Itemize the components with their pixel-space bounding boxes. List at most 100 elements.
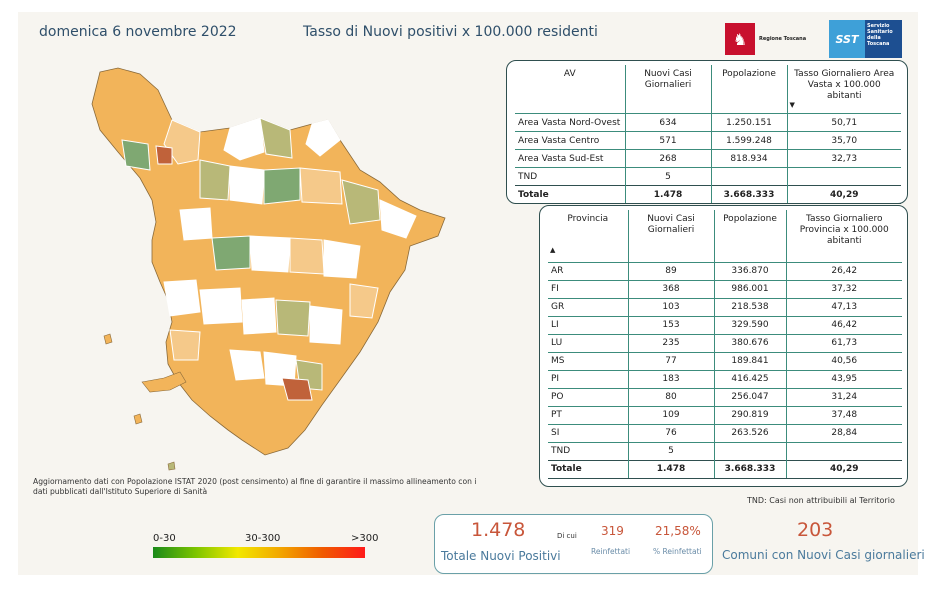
total-pop: 3.668.333 [713,459,786,479]
prov-pop: 380.676 [713,333,786,352]
sort-asc-icon[interactable]: ▲ [550,246,556,254]
total-rate: 40,29 [786,185,901,204]
av-header: AV [563,69,576,79]
prov-name: PI [548,369,628,388]
prov-pop: 329.590 [713,315,786,334]
prov-name: PT [548,405,628,424]
prov-rate: 47,13 [785,297,902,316]
av-name: Area Vasta Centro [515,131,625,150]
table-row: Area Vasta Sud-Est 268 818.934 32,73 [515,149,901,168]
legend-labels: 0-30 30-300 >300 [153,533,381,547]
prov-cases: 5 [627,441,714,460]
prov-cases: 153 [627,315,714,334]
prov-pop: 256.047 [713,387,786,406]
tuscany-choropleth-map [91,67,446,471]
prov-rate: 46,42 [785,315,902,334]
prov-name: TND [548,441,628,460]
prov-pop: 336.870 [713,261,786,280]
total-positives-label: Totale Nuovi Positivi [441,549,561,563]
elba-island [141,371,187,393]
capraia-island [103,333,113,345]
total-positives-value: 1.478 [471,519,526,541]
prov-pop [713,441,786,460]
prov-name: FI [548,279,628,298]
av-rate: 32,73 [786,149,901,168]
prov-name: SI [548,423,628,442]
av-pop: 818.934 [710,149,787,168]
table-row: TND 5 [548,441,902,460]
giglio-island [133,413,143,425]
av-cases: 571 [624,131,711,150]
table-row: PI 183 416.425 43,95 [548,369,902,388]
prov-name: AR [548,261,628,280]
av-pop: 1.250.151 [710,113,787,132]
table-row: Area Vasta Centro 571 1.599.248 35,70 [515,131,901,150]
regione-logo-text: Regione Toscana [759,36,807,42]
province-table: Provincia ▲ Nuovi Casi Giornalieri Popola… [548,210,902,479]
prov-rate: 31,24 [785,387,902,406]
tnd-note: TND: Casi non attribuibili al Territorio [747,496,895,505]
prov-cases-header: Nuovi Casi Giornalieri [627,210,714,262]
prov-pop: 263.526 [713,423,786,442]
prov-header[interactable]: Provincia ▲ [548,210,628,262]
prov-cases: 80 [627,387,714,406]
prov-cases: 89 [627,261,714,280]
sort-desc-icon[interactable]: ▼ [789,101,795,109]
prov-name: GR [548,297,628,316]
prov-rate: 43,95 [785,369,902,388]
prov-rate: 61,73 [785,333,902,352]
av-cases: 5 [624,167,711,186]
prov-cases: 77 [627,351,714,370]
legend-high: >300 [351,533,379,544]
total-rate: 40,29 [785,459,902,479]
prov-header-label: Provincia [567,214,609,224]
reinfected-pct-label: % Reinfettati [653,547,702,556]
prov-pop-header: Popolazione [713,210,786,262]
regione-toscana-logo: ♞ Regione Toscana [725,22,813,56]
prov-cases: 103 [627,297,714,316]
total-cases: 1.478 [627,459,714,479]
reinfected-pct-value: 21,58% [655,524,701,538]
prov-name: LI [548,315,628,334]
area-vasta-table: AV Nuovi Casi Giornalieri Popolazione Ta… [515,65,901,204]
sst-logo-text: Servizio Sanitario della Toscana [865,20,902,58]
table-row: PO 80 256.047 31,24 [548,387,902,406]
total-label: Totale [548,459,628,479]
prov-rate: 26,42 [785,261,902,280]
av-pop: 1.599.248 [710,131,787,150]
legend-mid: 30-300 [245,533,281,544]
prov-rate: 28,84 [785,423,902,442]
prov-pop: 290.819 [713,405,786,424]
prov-pop: 189.841 [713,351,786,370]
sst-mark: SST [829,20,865,58]
av-pop-header: Popolazione [710,65,787,114]
report-date: domenica 6 novembre 2022 [39,24,237,40]
reinfected-label: Reinfettati [591,547,631,556]
prov-rate: 37,48 [785,405,902,424]
pegasus-icon: ♞ [725,23,755,55]
table-row: GR 103 218.538 47,13 [548,297,902,316]
prov-pop: 218.538 [713,297,786,316]
report-title: Tasso di Nuovi positivi x 100.000 reside… [303,24,598,40]
av-cases: 634 [624,113,711,132]
color-legend: 0-30 30-300 >300 [153,533,381,558]
prov-pop: 986.001 [713,279,786,298]
legend-low: 0-30 [153,533,176,544]
municipality-patches [121,117,417,401]
table-row: LI 153 329.590 46,42 [548,315,902,334]
table-row: AR 89 336.870 26,42 [548,261,902,280]
province-rows: AR 89 336.870 26,42 FI 368 986.001 37,32 GR 103 21… [548,261,902,460]
prov-pop: 416.425 [713,369,786,388]
table-row: TND 5 [515,167,901,186]
total-cases: 1.478 [624,185,711,204]
prov-name: PO [548,387,628,406]
province-table-box: Provincia ▲ Nuovi Casi Giornalieri Popola… [539,205,908,487]
av-rate-header-label: Tasso Giornaliero Area Vasta x 100.000 a… [794,69,895,101]
total-row: Totale 1.478 3.668.333 40,29 [515,185,901,204]
update-note: Aggiornamento dati con Popolazione ISTAT… [33,477,477,496]
av-rate-header[interactable]: Tasso Giornaliero Area Vasta x 100.000 a… [786,65,901,114]
prov-rate: 40,56 [785,351,902,370]
prov-cases: 109 [627,405,714,424]
total-positives-card: 1.478 Totale Nuovi Positivi Di cui 319 R… [434,514,713,574]
av-name: Area Vasta Sud-Est [515,149,625,168]
